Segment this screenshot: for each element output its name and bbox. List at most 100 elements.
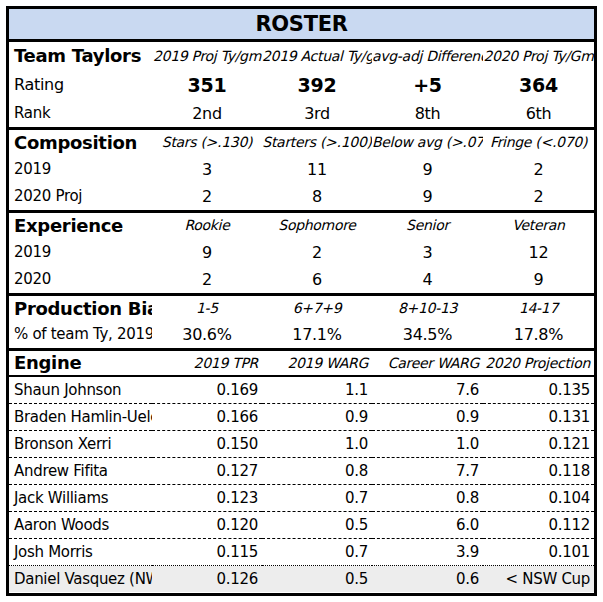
value-cell: 0.120 [152, 511, 262, 538]
value-cell: 0.7 [262, 484, 372, 511]
value-cell: 0.8 [372, 484, 483, 511]
column-header: 6+7+9 [262, 294, 372, 321]
value-cell: 0.7 [262, 538, 372, 565]
column-header: Stars (>.130) [152, 128, 262, 155]
value-cell: 0.6 [372, 565, 483, 592]
row-label: % of team Ty, 2019 [9, 321, 152, 349]
player-row: Braden Hamlin-Uele 0.166 0.9 0.9 0.131 [9, 403, 594, 430]
value-cell: 0.135 [483, 376, 594, 403]
column-header: 2019 WARG [262, 349, 372, 376]
column-header: Rookie [152, 211, 262, 238]
player-name: Bronson Xerri [9, 430, 152, 457]
roster-table-frame: ROSTER Team Taylors 2019 Proj Ty/gm 2019… [6, 6, 597, 596]
player-name: Daniel Vasquez (NWT) [9, 565, 152, 592]
value-cell: 9 [152, 238, 262, 266]
value-cell: 3rd [262, 100, 372, 128]
value-cell: 9 [372, 183, 483, 211]
value-cell: 0.127 [152, 457, 262, 484]
table-row: 2019 9 2 3 12 [9, 238, 594, 266]
player-name: Jack Williams [9, 484, 152, 511]
player-row: Jack Williams 0.123 0.7 0.8 0.104 [9, 484, 594, 511]
row-label: 2019 [9, 238, 152, 266]
value-cell: 0.126 [152, 565, 262, 592]
player-name: Josh Morris [9, 538, 152, 565]
row-label: Rank [9, 100, 152, 128]
value-cell: 0.123 [152, 484, 262, 511]
value-cell: 2 [152, 266, 262, 294]
value-cell: 0.9 [262, 403, 372, 430]
column-header: avg-adj Difference [372, 42, 483, 69]
value-cell: 3.9 [372, 538, 483, 565]
section-label: Production Bias [9, 294, 152, 321]
column-header: 2019 Proj Ty/gm [152, 42, 262, 69]
player-name: Andrew Fifita [9, 457, 152, 484]
row-label: 2020 Proj [9, 183, 152, 211]
column-header: 14-17 [483, 294, 594, 321]
column-header: Sophomore [262, 211, 372, 238]
column-header: 2020 Projection [483, 349, 594, 376]
table-row-rank: Rank 2nd 3rd 8th 6th [9, 100, 594, 128]
roster-table: Team Taylors 2019 Proj Ty/gm 2019 Actual… [9, 42, 594, 592]
value-cell: 30.6% [152, 321, 262, 349]
player-row: Josh Morris 0.115 0.7 3.9 0.101 [9, 538, 594, 565]
value-cell: 0.9 [372, 403, 483, 430]
value-cell: 6 [262, 266, 372, 294]
value-cell: 4 [372, 266, 483, 294]
value-cell: 0.101 [483, 538, 594, 565]
column-header: 2020 Proj Ty/Gm [483, 42, 594, 69]
value-cell: < NSW Cup [483, 565, 594, 592]
value-cell: 0.115 [152, 538, 262, 565]
player-name: Shaun Johnson [9, 376, 152, 403]
section-header-row-team-taylors: Team Taylors 2019 Proj Ty/gm 2019 Actual… [9, 42, 594, 69]
value-cell: +5 [372, 69, 483, 100]
player-row: Andrew Fifita 0.127 0.8 7.7 0.118 [9, 457, 594, 484]
section-label: Composition [9, 128, 152, 155]
value-cell: 2 [483, 155, 594, 183]
table-row: 2020 2 6 4 9 [9, 266, 594, 294]
column-header: 8+10-13 [372, 294, 483, 321]
value-cell: 0.118 [483, 457, 594, 484]
table-row-rating: Rating 351 392 +5 364 [9, 69, 594, 100]
value-cell: 6.0 [372, 511, 483, 538]
value-cell: 0.112 [483, 511, 594, 538]
value-cell: 9 [372, 155, 483, 183]
value-cell: 12 [483, 238, 594, 266]
value-cell: 0.121 [483, 430, 594, 457]
value-cell: 2 [262, 238, 372, 266]
player-row: Bronson Xerri 0.150 1.0 1.0 0.121 [9, 430, 594, 457]
player-name: Aaron Woods [9, 511, 152, 538]
column-header: Senior [372, 211, 483, 238]
value-cell: 364 [483, 69, 594, 100]
value-cell: 1.0 [372, 430, 483, 457]
value-cell: 2 [483, 183, 594, 211]
section-header-row-engine: Engine 2019 TPR 2019 WARG Career WARG 20… [9, 349, 594, 376]
section-label: Team Taylors [9, 42, 152, 69]
row-label: Rating [9, 69, 152, 100]
section-label: Engine [9, 349, 152, 376]
table-row: % of team Ty, 2019 30.6% 17.1% 34.5% 17.… [9, 321, 594, 349]
column-header: 2019 Actual Ty/gm [262, 42, 372, 69]
value-cell: 17.8% [483, 321, 594, 349]
section-header-row-experience: Experience Rookie Sophomore Senior Veter… [9, 211, 594, 238]
row-label: 2019 [9, 155, 152, 183]
value-cell: 6th [483, 100, 594, 128]
player-name: Braden Hamlin-Uele [9, 403, 152, 430]
value-cell: 7.6 [372, 376, 483, 403]
value-cell: 1.0 [262, 430, 372, 457]
value-cell: 0.8 [262, 457, 372, 484]
player-row: Aaron Woods 0.120 0.5 6.0 0.112 [9, 511, 594, 538]
value-cell: 0.5 [262, 565, 372, 592]
value-cell: 3 [372, 238, 483, 266]
column-header: Below avg (>.070) [372, 128, 483, 155]
value-cell: 0.169 [152, 376, 262, 403]
value-cell: 0.150 [152, 430, 262, 457]
value-cell: 34.5% [372, 321, 483, 349]
column-header: Starters (>.100) [262, 128, 372, 155]
column-header: 2019 TPR [152, 349, 262, 376]
table-row: 2019 3 11 9 2 [9, 155, 594, 183]
column-header: Career WARG [372, 349, 483, 376]
section-header-row-production-bias: Production Bias 1-5 6+7+9 8+10-13 14-17 [9, 294, 594, 321]
column-header: Fringe (<.070) [483, 128, 594, 155]
value-cell: 8th [372, 100, 483, 128]
section-header-row-composition: Composition Stars (>.130) Starters (>.10… [9, 128, 594, 155]
